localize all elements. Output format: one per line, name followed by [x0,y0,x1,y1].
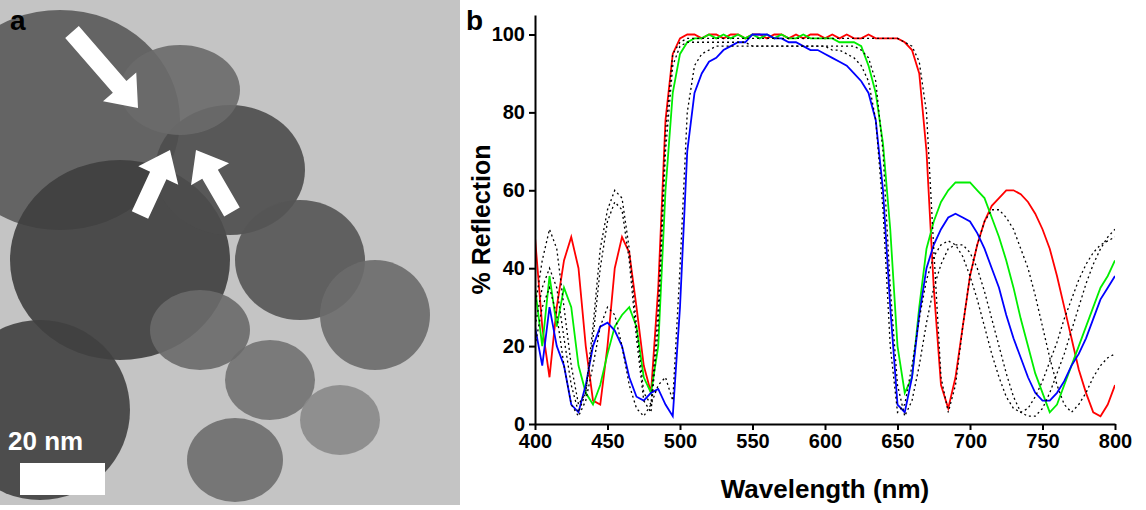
particle [0,320,130,500]
tick-label: 100 [492,23,525,45]
tick: 550 [736,424,769,452]
tem-image [0,0,460,505]
tick: 700 [954,424,987,452]
particle [187,418,283,502]
y-axis-title: % Reflection [467,144,495,294]
tick-mark [1115,424,1117,430]
arrow [65,26,138,108]
panel-a: 20 nm a [0,0,460,505]
tick-mark [529,112,535,114]
x-axis: 400450500550600650700750800 [519,424,1132,452]
tick-label: 450 [591,430,624,452]
tick-mark [897,424,899,430]
tick-label: 80 [503,101,525,123]
arrow [191,150,240,217]
spectrum-line [535,34,1115,416]
tick-label: 750 [1026,430,1059,452]
tick-mark [607,424,609,430]
tick-mark [529,424,535,426]
tick-label: 700 [954,430,987,452]
tick-mark [1042,424,1044,430]
spectrum-line [535,34,1115,412]
spectrum-line [535,34,1115,416]
particle [120,45,240,135]
tick-mark [970,424,972,430]
particle [300,385,380,455]
tick: 750 [1026,424,1059,452]
tick-label: 60 [503,179,525,201]
tick: 500 [664,424,697,452]
tick-mark [529,34,535,36]
tick: 650 [881,424,914,452]
figure: 20 nma4004505005506006507007508000204060… [0,0,1146,510]
panel-label: a [10,5,26,36]
tick-mark [825,424,827,430]
plot-area [535,34,1115,416]
tick-label: 600 [809,430,842,452]
fit-line [535,38,1115,412]
tick-label: 40 [503,257,525,279]
particle [320,260,430,370]
tick-label: 550 [736,430,769,452]
scale-bar [20,463,105,495]
tick: 600 [809,424,842,452]
tick: 80 [503,101,535,123]
tick-mark [529,346,535,348]
tick-label: 0 [514,413,525,435]
x-axis-title: Wavelength (nm) [721,474,929,504]
panel-label: b [466,5,483,36]
tick: 40 [503,257,535,279]
panel-b: 400450500550600650700750800020406080100W… [466,5,1132,504]
scale-bar-label: 20 nm [8,426,83,456]
tick-mark [529,268,535,270]
tick: 60 [503,179,535,201]
tick-label: 20 [503,335,525,357]
tick: 800 [1099,424,1132,452]
tick: 100 [492,23,535,45]
tick-label: 650 [881,430,914,452]
fit-line [535,42,1115,416]
tick: 450 [591,424,624,452]
fit-line [535,46,1115,416]
tick-mark [752,424,754,430]
tick-mark [529,190,535,192]
y-axis: 0 20 40 60 80 100 [492,16,536,435]
arrow [132,150,178,219]
tick-label: 800 [1099,430,1132,452]
particle [150,290,250,370]
tick: 0 [514,413,535,435]
tick-label: 500 [664,430,697,452]
axis-line [535,16,537,425]
tick-mark [680,424,682,430]
tick: 20 [503,335,535,357]
